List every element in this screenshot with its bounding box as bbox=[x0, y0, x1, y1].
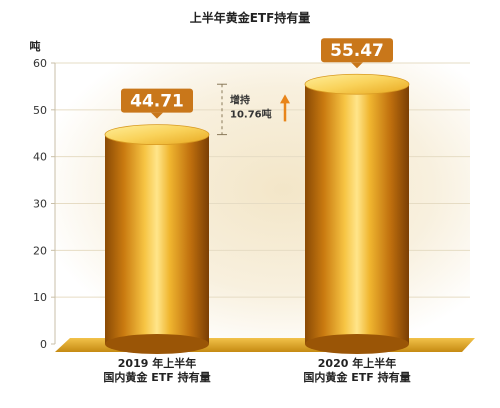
bar-body bbox=[305, 84, 409, 344]
y-tick-label: 60 bbox=[33, 57, 47, 70]
bar: 44.71 bbox=[104, 88, 210, 354]
data-label-pointer bbox=[351, 62, 363, 69]
up-arrow-icon bbox=[280, 94, 290, 104]
category-label: 2019 年上半年 bbox=[118, 356, 196, 370]
y-tick-label: 50 bbox=[33, 104, 47, 117]
bar-body bbox=[105, 134, 209, 344]
data-label-pointer bbox=[151, 112, 163, 119]
y-axis-unit-label: 吨 bbox=[30, 39, 41, 53]
category-label: 国内黄金 ETF 持有量 bbox=[103, 370, 210, 384]
y-tick-label: 40 bbox=[33, 151, 47, 164]
bar-base bbox=[305, 334, 409, 354]
data-label-box bbox=[121, 88, 193, 113]
bar-top bbox=[304, 73, 410, 95]
chart-title: 上半年黄金ETF持有量 bbox=[190, 10, 311, 25]
bar: 55.47 bbox=[304, 38, 410, 354]
data-label: 55.47 bbox=[330, 41, 384, 61]
y-tick-label: 20 bbox=[33, 244, 47, 257]
category-label: 2020 年上半年 bbox=[318, 356, 396, 370]
data-label-box bbox=[321, 38, 393, 63]
category-label: 国内黄金 ETF 持有量 bbox=[303, 370, 410, 384]
bar-base bbox=[105, 334, 209, 354]
annotation-text-line1: 增持 bbox=[230, 93, 250, 106]
y-tick-label: 10 bbox=[33, 291, 47, 304]
bar-top bbox=[104, 124, 210, 146]
annotation-text-line2: 10.76吨 bbox=[230, 107, 272, 120]
y-tick-label: 30 bbox=[33, 198, 47, 211]
y-axis: 0 10 20 30 40 50 60 bbox=[33, 57, 56, 351]
data-label: 44.71 bbox=[130, 92, 184, 112]
bars: 44.71 55.47 bbox=[55, 38, 475, 354]
y-tick-label: 0 bbox=[40, 338, 47, 351]
